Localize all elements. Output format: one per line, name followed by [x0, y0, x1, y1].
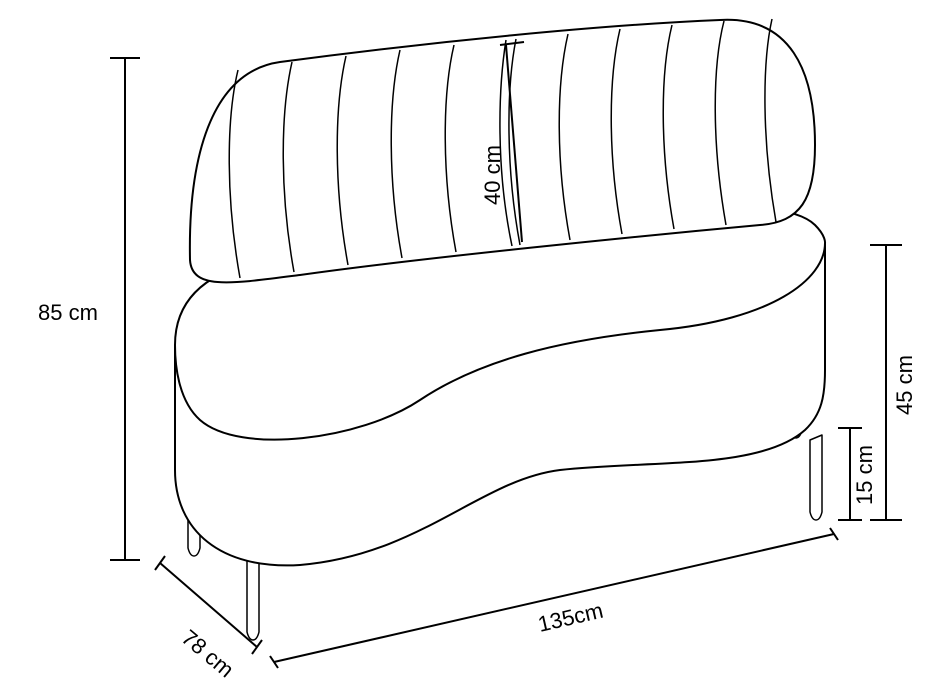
- label-back-height: 40 cm: [480, 145, 505, 205]
- label-seat-height: 45 cm: [892, 355, 917, 415]
- label-total-height: 85 cm: [38, 300, 98, 325]
- label-depth: 78 cm: [177, 625, 239, 683]
- sofa-dimension-diagram: 85 cm 78 cm 135cm 40 cm 45 cm 15 cm: [0, 0, 950, 690]
- label-leg-height: 15 cm: [852, 445, 877, 505]
- sofa-drawing: [175, 19, 825, 640]
- label-width: 135cm: [536, 598, 606, 637]
